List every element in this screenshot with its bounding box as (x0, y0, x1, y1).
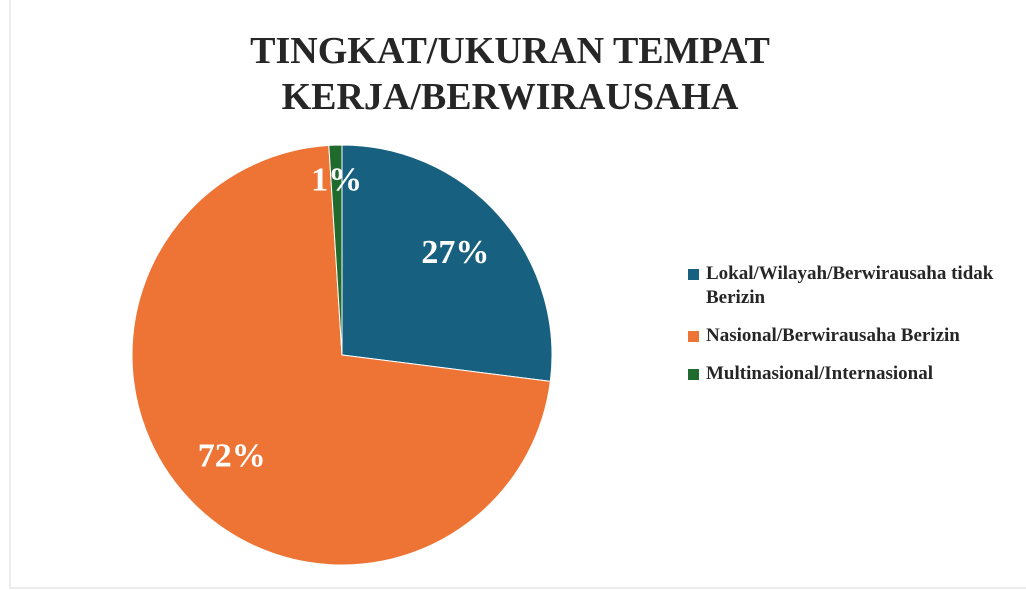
pie-slice (341, 144, 553, 382)
chart-title: TINGKAT/UKURAN TEMPAT KERJA/BERWIRAUSAHA (250, 30, 770, 118)
legend-label: Lokal/Wilayah/Berwirausaha tidak Berizin (706, 263, 994, 308)
data-label: 1% (311, 162, 362, 199)
legend-label: Multinasional/Internasional (706, 363, 933, 384)
legend-item: Multinasional/Internasional (688, 362, 1008, 386)
legend-item: Nasional/Berwirausaha Berizin (688, 324, 1008, 348)
pie-slice (131, 144, 551, 566)
legend-swatch (688, 269, 699, 280)
legend: Lokal/Wilayah/Berwirausaha tidak Berizin… (688, 262, 1008, 400)
data-label: 72% (198, 437, 266, 474)
legend-item: Lokal/Wilayah/Berwirausaha tidak Berizin (688, 262, 1008, 310)
pie-slice (328, 144, 343, 356)
legend-swatch (688, 331, 699, 342)
legend-label: Nasional/Berwirausaha Berizin (706, 325, 960, 346)
legend-swatch (688, 369, 699, 380)
data-label: 27% (421, 234, 489, 271)
